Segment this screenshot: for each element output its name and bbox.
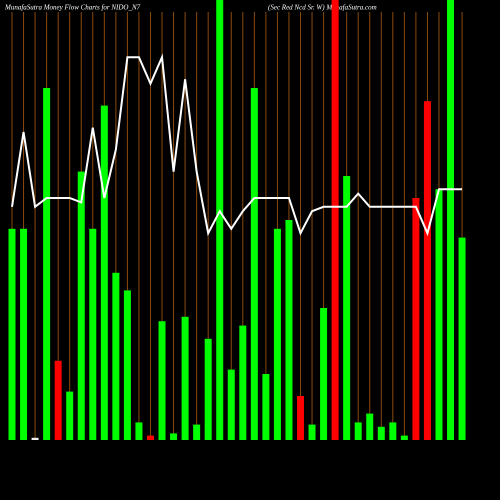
- bar: [320, 308, 328, 440]
- bar: [227, 369, 235, 440]
- bar: [66, 391, 74, 440]
- bar: [273, 228, 281, 440]
- chart-title: MunafaSutra Money Flow Charts for NIDO_N…: [4, 4, 141, 12]
- bar: [193, 424, 201, 440]
- bar: [146, 435, 154, 440]
- bar: [20, 228, 28, 440]
- bar: [285, 220, 293, 440]
- bar: [297, 396, 304, 440]
- bar: [112, 272, 120, 440]
- bar: [54, 360, 62, 440]
- chart-subtitle: (Sec Red Ncd Sr. W) MunafaSutra.com: [268, 4, 377, 12]
- bar: [423, 101, 431, 440]
- bar: [89, 228, 97, 440]
- bar: [31, 437, 39, 440]
- bar: [354, 422, 362, 440]
- bar: [135, 422, 143, 440]
- bar: [170, 433, 178, 440]
- bar: [308, 424, 316, 440]
- bar: [123, 290, 131, 440]
- bar: [447, 0, 455, 440]
- bar: [8, 228, 16, 440]
- bar: [366, 413, 374, 440]
- bar: [458, 237, 466, 440]
- bar: [331, 0, 339, 440]
- bar: [435, 189, 443, 440]
- bar: [77, 171, 85, 440]
- bar: [100, 105, 108, 440]
- bar: [400, 435, 408, 440]
- bar: [262, 374, 270, 440]
- bar: [389, 422, 397, 440]
- bar: [181, 316, 189, 440]
- bar: [216, 0, 224, 440]
- bar: [377, 426, 385, 440]
- bar: [239, 325, 247, 440]
- bar: [250, 88, 258, 440]
- money-flow-line: [11, 53, 463, 237]
- bar: [158, 321, 166, 440]
- bar: [43, 88, 51, 440]
- bar: [343, 176, 351, 440]
- bar: [204, 338, 212, 440]
- bar: [412, 198, 420, 440]
